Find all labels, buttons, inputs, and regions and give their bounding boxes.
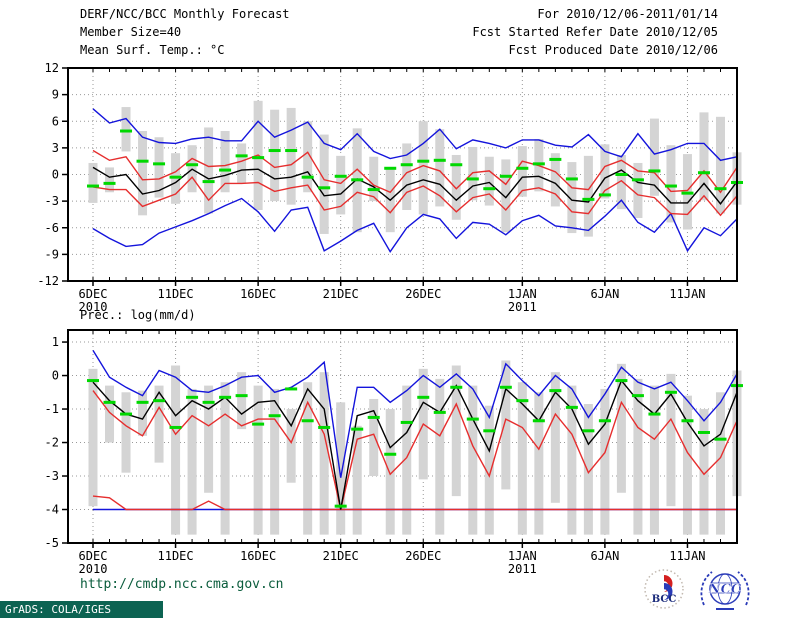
produced-date-label: Fcst Produced Date 2010/12/06	[508, 43, 718, 57]
page-title: DERF/NCC/BCC Monthly Forecast	[80, 7, 290, 21]
series-mean-minus-std	[92, 176, 738, 217]
x-tick-label: 16DEC	[240, 287, 276, 301]
series-obs-dash	[87, 129, 743, 201]
series-ensemble-max	[92, 350, 738, 478]
x-tick-sublabel: 2011	[508, 300, 537, 314]
x-tick-label: 26DEC	[405, 287, 441, 301]
series-lower-floor-red	[92, 495, 737, 511]
y-tick-label: 12	[45, 61, 59, 75]
y-tick-label: -1	[45, 402, 59, 416]
minor-ticks	[92, 331, 738, 542]
series-ensemble-spread-bar	[88, 360, 742, 535]
ncc-logo-text: NCC	[708, 582, 742, 597]
y-tick-label: -3	[45, 469, 59, 483]
bcc-logo: BCC	[644, 569, 684, 609]
x-tick-sublabel: 2011	[508, 562, 537, 576]
member-size-label: Member Size=40	[80, 25, 182, 39]
x-tick-label: 1JAN	[508, 549, 537, 563]
x-tick-label: 16DEC	[240, 549, 276, 563]
y-tick-label: -4	[45, 503, 59, 517]
plot-frame	[67, 329, 738, 544]
series-mean-minus-std	[92, 390, 738, 510]
series-mean-plus-std	[92, 149, 738, 194]
y-tick-label: -12	[37, 274, 59, 288]
x-tick-label: 1JAN	[508, 287, 537, 301]
y-tick-label: -3	[45, 194, 59, 208]
ncc-wreath-right	[737, 571, 750, 606]
y-tick-label: -9	[45, 247, 59, 261]
x-tick-label: 21DEC	[323, 549, 359, 563]
prec-chart-title: Prec.: log(mm/d)	[80, 308, 196, 322]
x-tick-label: 6DEC	[79, 287, 108, 301]
series-ensemble-mean	[92, 379, 738, 510]
x-tick-label: 6JAN	[590, 287, 619, 301]
y-tick-label: 9	[52, 88, 59, 102]
y-tick-label: 6	[52, 114, 59, 128]
x-tick-sublabel: 2010	[79, 300, 108, 314]
grads-credit-stamp: GrADS: COLA/IGES	[0, 601, 163, 618]
series-ensemble-max	[92, 108, 738, 162]
x-tick-label: 26DEC	[405, 549, 441, 563]
y-tick-label: -5	[45, 536, 59, 550]
bcc-logo-text: BCC	[652, 594, 677, 605]
forecast-valid-range: For 2010/12/06-2011/01/14	[537, 7, 718, 21]
source-url: http://cmdp.ncc.cma.gov.cn	[80, 577, 284, 592]
temp-chart-title: Mean Surf. Temp.: °C	[80, 43, 225, 57]
x-tick-label: 11JAN	[669, 287, 705, 301]
series-ensemble-mean	[92, 166, 738, 205]
y-tick-label: 3	[52, 141, 59, 155]
ncc-logo: NCC	[700, 571, 750, 610]
x-tick-label: 11JAN	[669, 549, 705, 563]
x-tick-label: 6JAN	[590, 549, 619, 563]
x-tick-label: 6DEC	[79, 549, 108, 563]
refer-date-label: Fcst Started Refer Date 2010/12/05	[472, 25, 718, 39]
y-tick-label: 0	[52, 369, 59, 383]
minor-ticks	[92, 69, 738, 280]
bcc-swirl-blue	[664, 583, 673, 600]
y-tick-label: -6	[45, 221, 59, 235]
x-tick-label: 11DEC	[158, 287, 194, 301]
y-tick-label: -2	[45, 436, 59, 450]
x-tick-sublabel: 2010	[79, 562, 108, 576]
x-tick-label: 21DEC	[323, 287, 359, 301]
y-tick-label: 1	[52, 335, 59, 349]
y-tick-label: 0	[52, 168, 59, 182]
x-tick-label: 11DEC	[158, 549, 194, 563]
series-ensemble-min	[92, 197, 738, 254]
ncc-wreath-left	[700, 571, 713, 606]
series-obs-dash	[87, 379, 743, 508]
